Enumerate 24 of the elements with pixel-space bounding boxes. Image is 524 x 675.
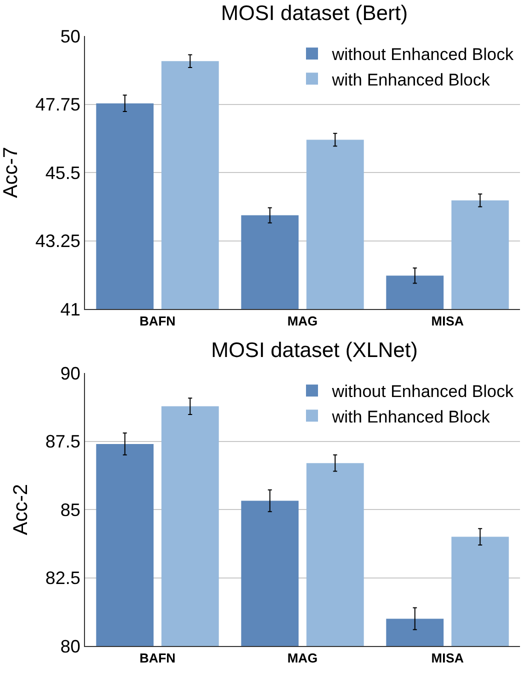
legend-label: without Enhanced Block [331,45,514,64]
x-tick-label: BAFN [139,314,176,329]
legend-label: with Enhanced Block [331,407,490,426]
y-tick-label: 45.5 [45,162,80,183]
y-tick-label: 41 [60,299,80,320]
legend-label: with Enhanced Block [331,70,490,90]
x-tick-label: MAG [287,314,318,329]
y-tick-label: 90 [60,363,80,384]
y-tick-label: 80 [60,636,80,656]
chart-title: MOSI dataset (Bert) [221,2,408,25]
y-tick-label: 43.25 [35,231,80,252]
y-axis-title: Acc-2 [10,484,32,536]
y-tick-label: 85 [60,500,80,520]
y-tick-label: 82.5 [45,568,80,588]
chart-title: MOSI dataset (XLNet) [211,338,418,362]
y-tick-label: 47.75 [35,94,80,115]
y-tick-label: 50 [60,26,80,46]
x-tick-label: MISA [431,314,464,329]
y-axis-title: Acc-7 [0,146,22,198]
legend-label: without Enhanced Block [331,382,514,402]
x-tick-label: MISA [431,650,464,666]
y-tick-label: 87.5 [45,432,80,452]
x-tick-label: BAFN [139,650,176,666]
x-tick-label: MAG [287,650,318,666]
